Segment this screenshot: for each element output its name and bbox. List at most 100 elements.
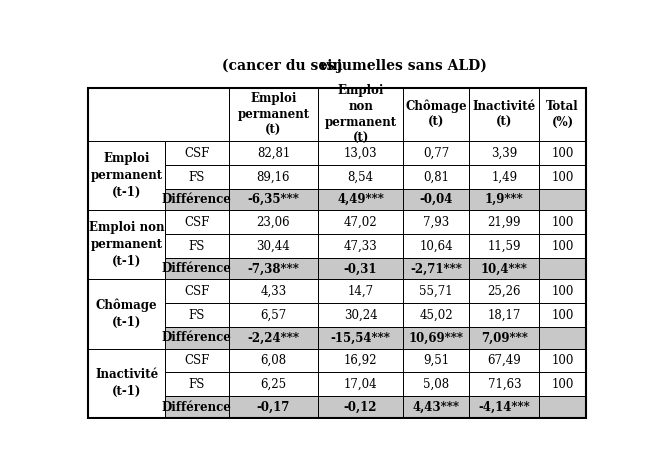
Text: 21,99: 21,99 [488,216,521,229]
Bar [88,141,165,211]
Text: 0,81: 0,81 [423,171,449,184]
Text: -0,31: -0,31 [344,262,378,276]
Text: 100: 100 [551,285,574,298]
Bar [539,349,586,373]
Text: 89,16: 89,16 [257,171,290,184]
Text: 10,4***: 10,4*** [481,262,528,276]
Bar [469,88,539,141]
Text: 14,7: 14,7 [347,285,374,298]
Text: FS: FS [189,240,205,253]
Text: -0,17: -0,17 [257,400,290,414]
Text: 100: 100 [551,354,574,367]
Bar [469,211,539,234]
Text: 45,02: 45,02 [420,309,453,322]
Bar [539,303,586,327]
Bar [229,234,318,258]
Bar [88,349,165,418]
Bar [469,189,539,211]
Bar [318,211,403,234]
Bar [229,349,318,373]
Bar [469,303,539,327]
Text: 5,08: 5,08 [423,378,449,391]
Bar [318,234,403,258]
Bar [318,189,403,211]
Text: (cancer du sein: (cancer du sein [222,59,348,73]
Bar [229,303,318,327]
Text: Inactivité
(t-1): Inactivité (t-1) [95,368,159,398]
Text: Différence: Différence [162,332,232,344]
Bar [165,303,229,327]
Bar [229,373,318,397]
Text: 6,25: 6,25 [261,378,286,391]
Text: 18,17: 18,17 [488,309,521,322]
Bar [165,373,229,397]
Bar [88,279,165,349]
Text: 1,49: 1,49 [492,171,517,184]
Text: CSF: CSF [184,216,210,229]
Text: 16,92: 16,92 [344,354,378,367]
Text: 55,71: 55,71 [420,285,453,298]
Text: 30,44: 30,44 [257,240,290,253]
Bar [229,279,318,303]
Text: -2,24***: -2,24*** [247,332,299,344]
Text: -2,71***: -2,71*** [411,262,463,276]
Bar [229,211,318,234]
Text: 8,54: 8,54 [347,171,374,184]
Bar [403,373,469,397]
Bar [403,279,469,303]
Bar [165,141,229,165]
Text: Total
(%): Total (%) [546,100,579,129]
Bar [469,327,539,349]
Bar [539,397,586,418]
Text: FS: FS [189,171,205,184]
Bar [318,397,403,418]
Text: Différence: Différence [162,262,232,276]
Bar [318,349,403,373]
Text: 4,49***: 4,49*** [337,193,384,206]
Bar [318,327,403,349]
Text: 47,02: 47,02 [343,216,378,229]
Bar [539,189,586,211]
Bar [318,373,403,397]
Text: Emploi
permanent
(t): Emploi permanent (t) [238,92,309,137]
Text: Emploi
permanent
(t-1): Emploi permanent (t-1) [91,152,163,199]
Text: CSF: CSF [184,146,210,160]
Bar [539,141,586,165]
Bar [403,211,469,234]
Text: 0,77: 0,77 [423,146,449,160]
Bar [403,234,469,258]
Bar [469,349,539,373]
Text: 17,04: 17,04 [343,378,378,391]
Text: CSF: CSF [184,285,210,298]
Text: Emploi
non
permanent
(t): Emploi non permanent (t) [324,84,397,145]
Bar [403,303,469,327]
Bar [539,258,586,279]
Text: 47,33: 47,33 [343,240,378,253]
Bar [318,258,403,279]
Text: FS: FS [189,378,205,391]
Text: 10,64: 10,64 [420,240,453,253]
Text: -15,54***: -15,54*** [331,332,391,344]
Text: 82,81: 82,81 [257,146,290,160]
Text: 4,43***: 4,43*** [413,400,460,414]
Text: 7,09***: 7,09*** [481,332,528,344]
Text: Chômage
(t): Chômage (t) [405,100,467,130]
Text: FS: FS [189,309,205,322]
Text: 100: 100 [551,216,574,229]
Bar [165,279,229,303]
Text: 10,69***: 10,69*** [409,332,464,344]
Text: 100: 100 [551,146,574,160]
Text: Différence: Différence [162,193,232,206]
Text: Inactivité
(t): Inactivité (t) [472,100,536,129]
Text: 71,63: 71,63 [488,378,521,391]
Bar [229,141,318,165]
Bar [539,234,586,258]
Bar [318,88,403,141]
Bar [539,88,586,141]
Text: -0,04: -0,04 [420,193,453,206]
Bar [165,189,229,211]
Text: Différence: Différence [162,400,232,414]
Bar [318,303,403,327]
Bar [88,211,165,279]
Bar [539,327,586,349]
